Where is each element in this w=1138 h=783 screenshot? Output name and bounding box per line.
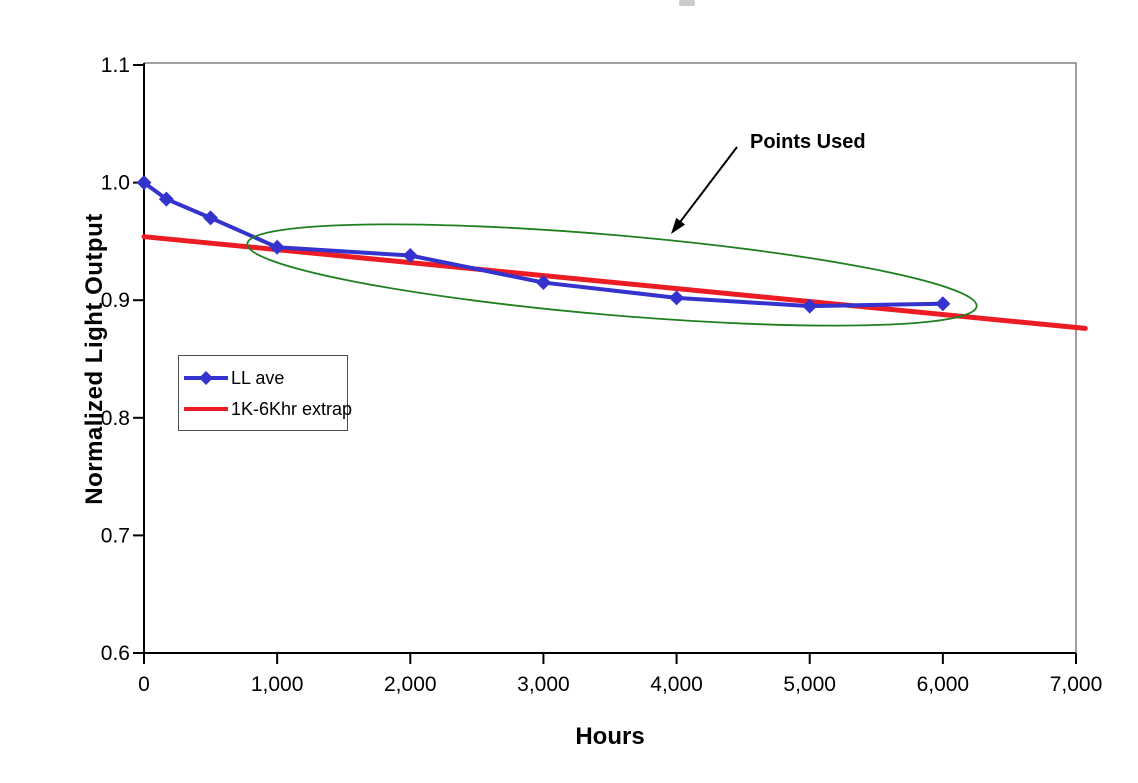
x-tick-label: 4,000 — [650, 673, 703, 696]
extrap-line-icon — [184, 406, 228, 411]
y-tick-label: 0.8 — [101, 407, 130, 430]
series-ll-ave-group — [136, 175, 951, 314]
annotation-arrow-group — [671, 146, 738, 234]
y-tick-label: 0.9 — [101, 289, 130, 312]
x-axis-title: Hours — [575, 723, 645, 750]
points-used-ellipse — [246, 223, 978, 327]
data-point-marker — [935, 296, 951, 312]
x-tick-label: 2,000 — [384, 673, 437, 696]
legend-item-extrap: 1K-6Khr extrap — [183, 400, 352, 418]
legend-label-extrap: 1K-6Khr extrap — [231, 398, 353, 419]
tick-group: 0.6 0.7 0.8 0.9 1.0 1.1 0 1,000 2,000 3,000 4,000 5… — [101, 54, 1102, 696]
x-tick-label: 7,000 — [1050, 673, 1103, 696]
annotation-arrowhead — [671, 217, 686, 234]
data-point-marker — [535, 275, 551, 291]
x-tick-label: 6,000 — [917, 673, 970, 696]
data-point-marker — [269, 239, 285, 255]
x-tick-label: 5,000 — [783, 673, 836, 696]
x-tick-label: 0 — [138, 673, 150, 696]
data-point-marker — [402, 248, 418, 264]
data-point-marker — [136, 175, 152, 191]
y-tick-label: 1.0 — [101, 172, 130, 195]
x-tick-label: 1,000 — [251, 673, 304, 696]
ll-ave-line-marker-icon — [184, 370, 228, 385]
y-tick-label: 0.7 — [101, 524, 130, 547]
plot-border — [144, 62, 1077, 653]
y-axis-title: Normalized Light Output — [81, 213, 108, 505]
legend-label-ll-ave: LL ave — [231, 367, 285, 388]
data-point-marker — [158, 191, 174, 207]
y-tick-label: 0.6 — [101, 642, 130, 665]
plot-border-group — [144, 62, 1077, 653]
data-point-marker — [669, 290, 685, 306]
data-point-marker — [203, 210, 219, 226]
x-tick-label: 3,000 — [517, 673, 570, 696]
cropped-title-fragment — [679, 0, 695, 6]
annotation-arrow — [677, 146, 738, 226]
y-tick-label: 1.1 — [101, 54, 130, 77]
legend-item-ll-ave: LL ave — [183, 369, 343, 387]
data-point-marker — [802, 298, 818, 314]
points-used-label: Points Used — [750, 131, 866, 153]
axes-group — [143, 63, 1076, 654]
extrap-line — [141, 234, 1088, 331]
series-extrap-group — [141, 234, 1088, 331]
legend: LL ave 1K-6Khr extrap — [178, 355, 352, 431]
points-used-ellipse-group — [246, 223, 978, 327]
